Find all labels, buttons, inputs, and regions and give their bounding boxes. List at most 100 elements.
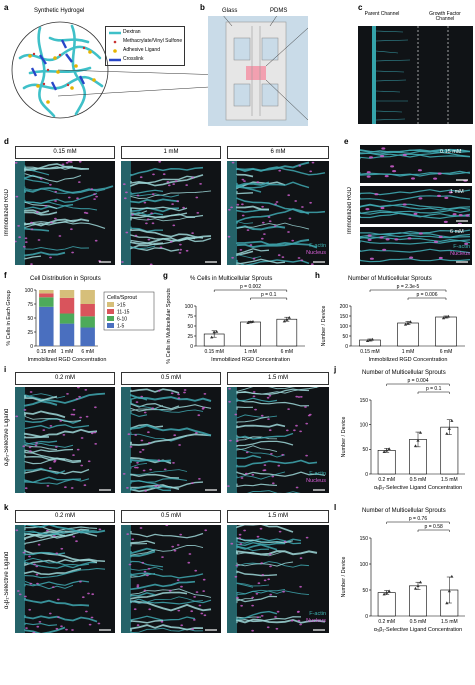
data-point [385,448,389,452]
nucleus-dot [171,545,175,548]
sprout-filament [130,550,156,558]
nucleus-dot [198,604,202,607]
nucleus-dot [76,197,79,200]
bar-segment [39,306,54,346]
data-point [408,320,413,323]
data-point [246,321,250,324]
p-value-label: p = 0.006 [417,292,438,298]
sprout-filament [236,589,310,598]
nucleus-dot [146,574,149,577]
nucleus-dot [61,163,65,166]
sprout-filament [130,400,204,413]
y-tick-label: 0 [365,614,368,620]
sprout-filament [24,468,90,475]
bar-segment [39,290,54,294]
panel-label-e: e [344,137,349,146]
nucleus-dot [97,622,101,625]
sprout-filament [24,615,98,623]
e-stain-labels: F-actin Nucleus [432,244,470,257]
nucleus-dot [171,203,174,205]
sprout-filament [236,205,270,211]
y-axis-label: Number / Device [341,417,347,458]
k-header-2: 1.5 mM [227,510,329,523]
nucleus-dot [238,533,242,536]
nucleus-dot [365,208,370,211]
sprout-filament [236,161,310,172]
x-tick-label: 0.2 mM [378,477,395,483]
k-micrograph-0 [15,525,115,633]
nucleus-dot [200,612,204,615]
nucleus-dot [183,389,187,391]
d-header-0: 0.15 mM [15,146,115,159]
data-point [370,337,375,341]
sprout-filament [130,388,180,394]
nucleus-dot [62,434,66,436]
parent-channel-wall [15,161,25,265]
nucleus-dot [203,614,207,617]
nucleus-dot [236,596,239,599]
sprout-filament [130,190,212,199]
d-stain-factin: F-actin [309,243,326,249]
nucleus-dot [151,193,155,196]
chart-j: 0 50 100 150 0.2 mM 0.5 mM 1.5 mM αᵥβ₃-Selectiv… [341,378,465,491]
legend-entry: >15 [117,303,126,309]
nucleus-dot [178,252,182,254]
sprout-filament [130,234,212,243]
sprout-filament [236,440,294,447]
k-micrograph-1 [121,525,221,633]
sprout-filament [236,387,296,395]
sprout-filament [130,545,204,556]
nucleus-dot [94,406,97,409]
nucleus-dot [36,582,39,585]
legend-swatch [107,302,114,307]
sprout-filament [236,416,270,424]
nucleus-dot [285,429,289,432]
parent-channel-wall [121,525,131,633]
nucleus-dot [59,420,63,422]
nucleus-dot [172,462,175,464]
nucleus-dot [263,233,266,235]
nucleus-dot [140,395,144,398]
sprout-filament [24,173,82,183]
panel-label-l: l [334,503,337,512]
nucleus-dot [402,203,407,206]
sprout-filament [130,615,196,623]
nucleus-dot [142,469,146,472]
sprout-filament [24,533,74,539]
sprout-filament [130,572,156,578]
micrograph-image [121,525,217,633]
nucleus-dot [79,416,82,419]
nucleus-dot [228,400,231,403]
nucleus-dot [437,172,442,175]
nucleus-dot [42,429,46,431]
nucleus-dot [191,176,194,179]
sprout-filament [130,401,180,410]
nucleus-dot [35,573,39,576]
data-point [365,339,370,342]
nucleus-dot [294,200,298,202]
nucleus-dot [49,425,53,427]
sprout-filament [236,561,310,568]
nucleus-dot [241,203,244,206]
nucleus-dot [301,206,304,208]
nucleus-dot [79,580,82,583]
sprout-filament [130,193,180,198]
nucleus-dot [295,424,298,427]
nucleus-dot [46,485,50,487]
nucleus-dot [123,197,127,200]
data-point [385,591,389,594]
nucleus-dot [418,197,423,200]
nucleus-dot [85,415,89,418]
sprout-filament [24,166,90,172]
nucleus-dot [305,536,309,539]
nucleus-dot [241,214,245,217]
y-tick-label: 50 [187,324,193,330]
nucleus-dot [179,533,183,536]
sprout-filament [130,166,204,177]
f-title: Cell Distribution in Sprouts [30,276,101,282]
nucleus-dot [305,422,309,425]
nucleus-dot [125,191,128,194]
sprout-filament [24,529,98,536]
nucleus-dot [434,240,438,243]
nucleus-dot [243,529,246,532]
